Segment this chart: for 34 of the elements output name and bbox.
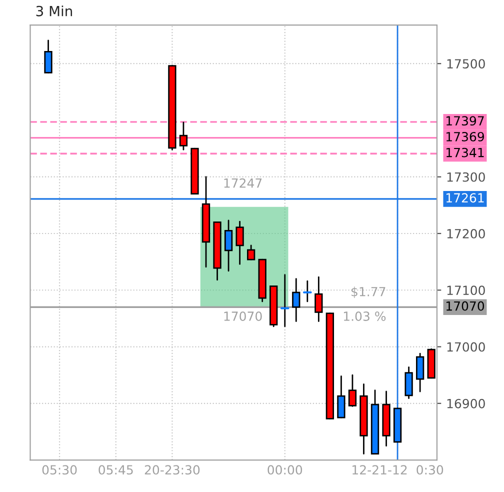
x-tick-label: 05:45 bbox=[98, 465, 133, 475]
candlestick bbox=[246, 244, 256, 260]
annotation: 17070 bbox=[224, 312, 262, 321]
annotation: $1.77 bbox=[352, 286, 386, 298]
x-tick-label: 05:30 bbox=[42, 465, 77, 475]
candlestick bbox=[314, 276, 323, 322]
y-tick-label: 17100 bbox=[447, 286, 485, 296]
candlestick bbox=[416, 352, 424, 392]
x-tick-label: 20-23:30 bbox=[144, 465, 200, 475]
candlestick bbox=[348, 374, 357, 407]
ref-line-label: 17397 bbox=[446, 116, 484, 126]
y-tick-label: 16900 bbox=[447, 398, 485, 408]
y-tick-label: 17500 bbox=[447, 59, 485, 69]
candlestick bbox=[224, 220, 233, 272]
x-tick-label: 00:00 bbox=[268, 465, 302, 475]
candlestick bbox=[236, 220, 244, 265]
candlestick bbox=[337, 376, 346, 418]
candlestick bbox=[280, 274, 290, 328]
candlestick bbox=[179, 122, 188, 150]
annotation: 1.03 % bbox=[344, 312, 386, 321]
chart-title: 3 Min bbox=[36, 6, 72, 16]
y-tick-label: 17300 bbox=[447, 172, 485, 182]
annotation: 17247 bbox=[224, 178, 262, 188]
candlestick bbox=[292, 278, 300, 322]
ref-line-label: 17070 bbox=[446, 301, 484, 311]
y-tick-label: 17200 bbox=[447, 228, 485, 238]
ref-line-label: 17369 bbox=[446, 132, 484, 142]
candlestick bbox=[44, 40, 52, 74]
candlestick bbox=[302, 280, 312, 302]
y-tick-label: 17000 bbox=[447, 342, 485, 352]
ref-line-label: 17341 bbox=[446, 148, 484, 158]
ref-line-label: 17261 bbox=[446, 193, 484, 203]
x-tick-label: 12-21-12 0:30 bbox=[352, 465, 444, 475]
candlestick bbox=[404, 366, 413, 399]
